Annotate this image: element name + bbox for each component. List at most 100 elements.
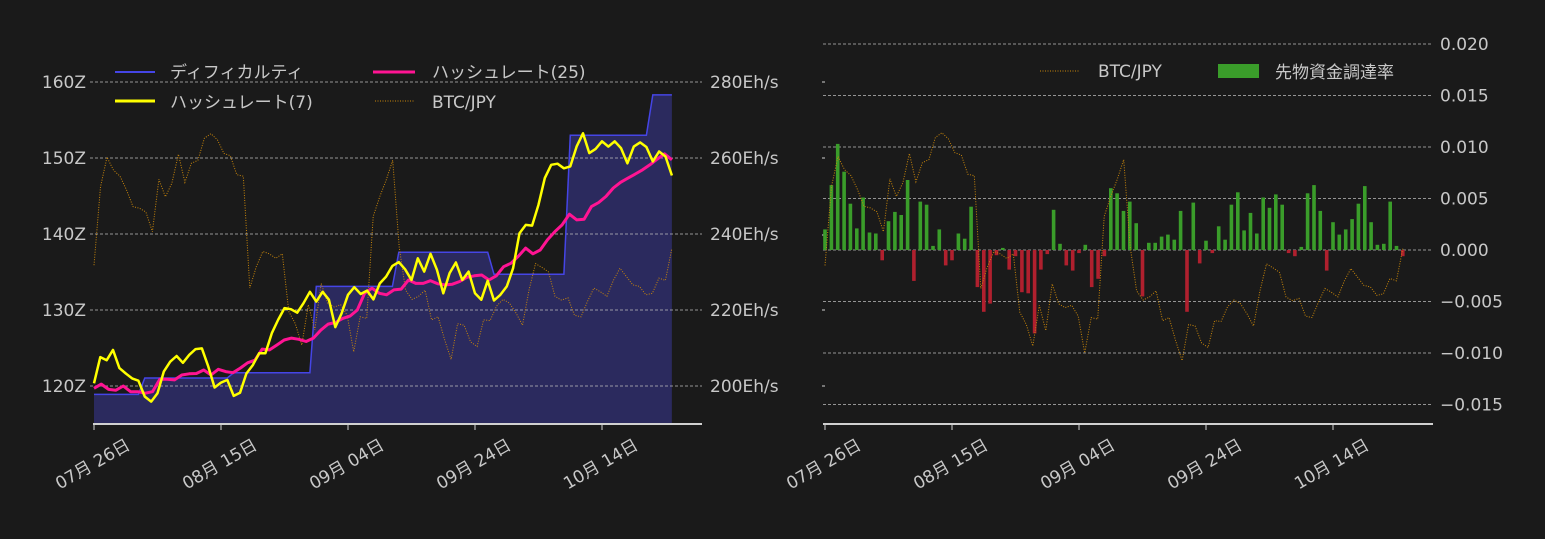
funding-rate-bar bbox=[893, 211, 897, 250]
funding-rate-bar bbox=[1299, 246, 1304, 250]
legend-label-funding: 先物資金調達率 bbox=[1275, 63, 1394, 83]
funding-rate-bar bbox=[982, 250, 986, 312]
funding-rate-bar bbox=[886, 221, 891, 250]
funding-rate-bar bbox=[1267, 207, 1272, 250]
funding-rate-bar bbox=[912, 250, 916, 281]
funding-rate-bar bbox=[1128, 201, 1132, 250]
funding-rate-bar bbox=[1026, 250, 1030, 294]
funding-rate-bar bbox=[1223, 239, 1227, 250]
funding-rate-bar bbox=[924, 204, 929, 250]
x-tick-label: 09月 24日 bbox=[1164, 435, 1246, 494]
funding-rate-bar bbox=[1159, 236, 1164, 250]
funding-rate-bar bbox=[1032, 250, 1037, 334]
x-tick-label: 07月 26日 bbox=[52, 435, 134, 494]
funding-rate-bar bbox=[823, 229, 827, 250]
y-tick-label: 0.015 bbox=[1440, 87, 1489, 107]
y-left-tick-label: 150Z bbox=[42, 149, 86, 169]
funding-rate-bar bbox=[842, 171, 846, 250]
funding-rate-bar bbox=[1324, 250, 1329, 271]
funding-rate-bar bbox=[1109, 188, 1113, 250]
btc-jpy-line bbox=[93, 133, 673, 360]
legend-swatch-funding bbox=[1218, 64, 1259, 78]
y-tick-label: 0.005 bbox=[1440, 190, 1489, 210]
funding-rate-bar bbox=[1134, 223, 1138, 250]
y-tick-label: 0.010 bbox=[1440, 138, 1489, 158]
funding-rate-bar bbox=[1096, 250, 1100, 279]
funding-rate-bar bbox=[1001, 247, 1005, 250]
funding-rate-bar bbox=[1089, 250, 1094, 288]
funding-rate-bar bbox=[1216, 226, 1221, 250]
funding-rate-bar bbox=[1191, 202, 1196, 250]
funding-rate-bar bbox=[1083, 244, 1088, 250]
btc-jpy-line bbox=[824, 132, 1404, 361]
funding-rate-bar bbox=[1197, 250, 1202, 264]
funding-rate-bar bbox=[1356, 203, 1361, 250]
funding-rate-bar bbox=[969, 206, 973, 250]
funding-rate-bar bbox=[1401, 250, 1405, 257]
funding-rate-bar bbox=[835, 143, 840, 250]
funding-rate-bar bbox=[1204, 240, 1208, 250]
funding-rate-bar bbox=[1236, 192, 1240, 250]
funding-rate-bar bbox=[1077, 250, 1081, 254]
funding-rate-bar bbox=[867, 232, 872, 250]
funding-rate-bar bbox=[1274, 194, 1278, 250]
funding-rate-bar bbox=[899, 215, 903, 250]
funding-rate-bar bbox=[1172, 239, 1177, 250]
y-left-tick-label: 120Z bbox=[42, 377, 86, 397]
x-tick-label: 08月 15日 bbox=[910, 435, 992, 494]
funding-rate-bar bbox=[855, 228, 859, 250]
funding-rate-bar bbox=[1242, 230, 1246, 250]
x-tick-label: 07月 26日 bbox=[783, 435, 865, 494]
funding-rate-bar bbox=[943, 250, 948, 266]
funding-rate-bar bbox=[1375, 244, 1380, 250]
x-tick-label: 09月 04日 bbox=[1037, 435, 1119, 494]
funding-rate-bar bbox=[1166, 234, 1170, 250]
y-right-tick-label: 260Eh/s bbox=[710, 149, 779, 169]
funding-rate-bar bbox=[950, 250, 954, 261]
funding-rate-bar bbox=[1051, 209, 1056, 250]
funding-rate-bar bbox=[1261, 197, 1265, 250]
funding-rate-bar bbox=[1045, 250, 1050, 255]
y-left-tick-label: 130Z bbox=[42, 301, 86, 321]
funding-rate-bar bbox=[1140, 250, 1145, 297]
funding-rate-bar bbox=[956, 233, 961, 250]
funding-rate-bar bbox=[1337, 234, 1342, 250]
funding-rate-bar bbox=[1007, 250, 1011, 270]
funding-rate-bar bbox=[1363, 186, 1367, 250]
y-left-tick-label: 160Z bbox=[42, 73, 86, 93]
funding-rate-bar bbox=[962, 238, 967, 250]
funding-rate-bar bbox=[1185, 250, 1189, 312]
x-tick-label: 10月 14日 bbox=[560, 435, 642, 494]
funding-rate-bar bbox=[1229, 204, 1234, 250]
funding-rate-bar bbox=[1255, 233, 1259, 250]
x-tick-label: 09月 04日 bbox=[306, 435, 388, 494]
funding-rate-bar bbox=[1064, 250, 1069, 266]
y-right-tick-label: 220Eh/s bbox=[710, 301, 779, 321]
funding-rate-bar bbox=[1058, 243, 1062, 250]
funding-rate-bar bbox=[880, 250, 884, 261]
funding-rate-bar bbox=[1121, 210, 1126, 250]
funding-rate-bar bbox=[1102, 250, 1107, 257]
funding-rate-bar bbox=[1305, 193, 1310, 250]
y-left-tick-label: 140Z bbox=[42, 225, 86, 245]
y-right-tick-label: 280Eh/s bbox=[710, 73, 779, 93]
hashrate7-line bbox=[92, 132, 674, 403]
funding-rate-bar bbox=[905, 180, 910, 250]
difficulty-line bbox=[94, 94, 672, 396]
left-legend: ディフィカルティ ハッシュレート(25) ハッシュレート(7) BTC/JPY bbox=[115, 62, 586, 113]
funding-rate-bar bbox=[848, 203, 853, 250]
difficulty-area bbox=[94, 94, 672, 425]
funding-rate-bar bbox=[874, 233, 878, 250]
y-tick-label: 0.000 bbox=[1440, 241, 1489, 261]
funding-rate-bar bbox=[937, 229, 942, 250]
funding-rate-bar bbox=[1115, 193, 1119, 250]
y-tick-label: −0.010 bbox=[1440, 344, 1503, 364]
funding-rate-bar bbox=[988, 250, 992, 304]
funding-rate-bar bbox=[975, 250, 980, 288]
funding-rate-bar bbox=[861, 197, 865, 250]
y-right-tick-label: 200Eh/s bbox=[710, 377, 779, 397]
funding-rate-bar bbox=[1350, 219, 1354, 250]
funding-rate-bar bbox=[1293, 250, 1297, 257]
funding-rate-bar bbox=[931, 245, 935, 250]
